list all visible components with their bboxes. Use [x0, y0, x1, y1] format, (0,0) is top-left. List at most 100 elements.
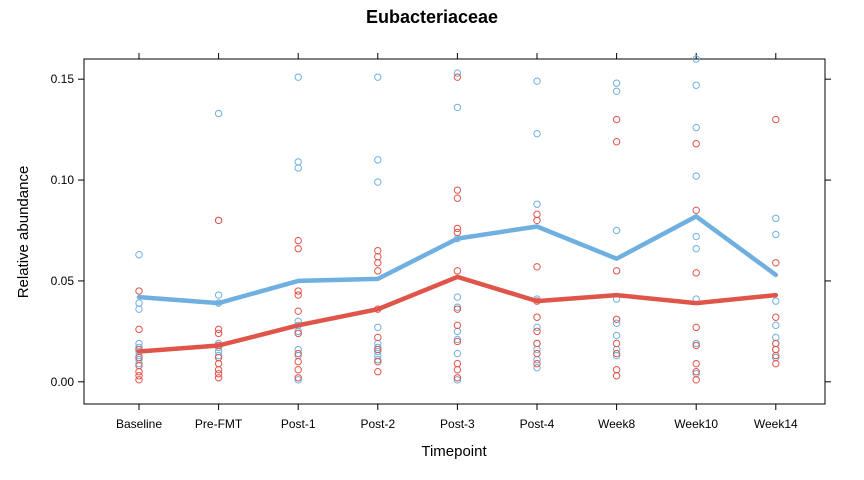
data-point-red: [374, 267, 382, 275]
data-point-red: [692, 341, 700, 350]
data-point-blue: [692, 172, 700, 180]
data-point-blue: [214, 109, 223, 118]
data-point-blue: [374, 323, 382, 332]
data-point-red: [533, 313, 541, 321]
data-point-blue: [294, 376, 302, 384]
data-point-red: [294, 291, 302, 299]
data-point-red: [294, 374, 302, 382]
y-tick-label: 0.15: [51, 72, 75, 86]
data-point-blue: [612, 79, 621, 87]
data-point-red: [135, 325, 143, 334]
y-axis-label: Relative abundance: [15, 166, 32, 299]
x-tick-label: Week10: [674, 417, 718, 431]
data-point-red: [612, 349, 621, 358]
data-point-blue: [692, 232, 700, 241]
data-point-red: [533, 349, 541, 358]
data-point-blue: [135, 305, 143, 313]
data-point-red: [692, 376, 700, 384]
data-point-red: [772, 339, 780, 348]
data-point-blue: [533, 323, 541, 332]
data-point-red: [692, 359, 700, 368]
chart-title: Eubacteriaceae: [366, 7, 498, 27]
data-point-blue: [533, 77, 541, 85]
data-point-blue: [612, 226, 621, 235]
data-point-blue: [772, 214, 780, 223]
data-point-blue: [374, 178, 382, 186]
data-point-red: [453, 194, 462, 202]
data-point-red: [135, 376, 143, 384]
data-point-red: [533, 359, 541, 368]
data-point-blue: [453, 335, 462, 344]
data-point-blue: [692, 123, 700, 132]
data-point-red: [214, 370, 223, 378]
data-point-red: [135, 372, 143, 380]
data-point-red: [533, 327, 541, 336]
data-point-blue: [294, 164, 302, 172]
data-point-red: [533, 216, 541, 225]
data-point-blue: [612, 331, 621, 340]
data-point-red: [612, 339, 621, 348]
x-tick-label: Post-4: [520, 417, 555, 431]
data-point-blue: [135, 299, 143, 307]
data-point-red: [692, 269, 700, 277]
mean-lines: [136, 214, 779, 354]
data-point-red: [533, 339, 541, 348]
data-point-red: [294, 366, 302, 374]
data-point-blue: [214, 351, 223, 360]
y-tick-label: 0.00: [51, 375, 75, 389]
mean-line-blue: [136, 214, 779, 306]
y-tick-label: 0.10: [51, 173, 75, 187]
x-axis-label: Timepoint: [421, 443, 487, 460]
data-point-blue: [374, 73, 382, 81]
data-point-red: [214, 216, 223, 225]
data-point-blue: [612, 351, 621, 360]
data-point-blue: [453, 103, 462, 112]
data-point-blue: [453, 293, 462, 301]
data-point-red: [294, 287, 302, 295]
data-point-red: [214, 329, 223, 338]
x-tick-label: Post-1: [281, 417, 316, 431]
data-point-red: [294, 349, 302, 358]
data-point-red: [294, 236, 302, 245]
x-tick-label: Week8: [598, 417, 635, 431]
data-point-red: [692, 323, 700, 332]
data-point-red: [772, 351, 780, 360]
data-point-blue: [692, 81, 700, 89]
data-points: [135, 55, 780, 384]
data-point-blue: [294, 327, 302, 336]
data-point-blue: [533, 129, 541, 138]
data-point-blue: [453, 327, 462, 336]
data-point-blue: [772, 297, 780, 305]
data-point-red: [772, 313, 780, 321]
data-point-blue: [453, 69, 462, 77]
data-point-red: [214, 359, 223, 368]
x-tick-label: Pre-FMT: [195, 417, 243, 431]
data-point-red: [772, 359, 780, 368]
data-point-blue: [772, 321, 780, 330]
data-point-blue: [692, 55, 700, 63]
data-point-blue: [374, 156, 382, 164]
data-point-blue: [612, 87, 621, 95]
data-point-red: [533, 210, 541, 219]
mean-line-red: [136, 274, 779, 354]
data-point-red: [214, 325, 223, 334]
data-point-red: [453, 366, 462, 374]
x-tick-label: Post-2: [360, 417, 395, 431]
data-point-red: [135, 287, 143, 295]
data-point-red: [214, 366, 223, 374]
data-point-red: [612, 115, 621, 124]
data-point-blue: [453, 303, 462, 311]
data-point-red: [453, 73, 462, 81]
data-point-blue: [612, 319, 621, 327]
data-point-red: [612, 372, 621, 380]
x-axis: Baseline Pre-FMT Post-1 Post-2 Post-3 Post-4 W…: [116, 53, 798, 431]
plot-frame: [83, 58, 826, 405]
data-point-red: [772, 345, 780, 354]
data-point-red: [533, 263, 541, 271]
data-point-red: [453, 305, 462, 313]
data-point-red: [374, 345, 382, 354]
data-point-red: [692, 206, 700, 215]
y-axis: 0.00 0.05 0.10 0.15: [51, 72, 831, 389]
data-point-blue: [374, 347, 382, 356]
data-point-red: [294, 357, 302, 366]
